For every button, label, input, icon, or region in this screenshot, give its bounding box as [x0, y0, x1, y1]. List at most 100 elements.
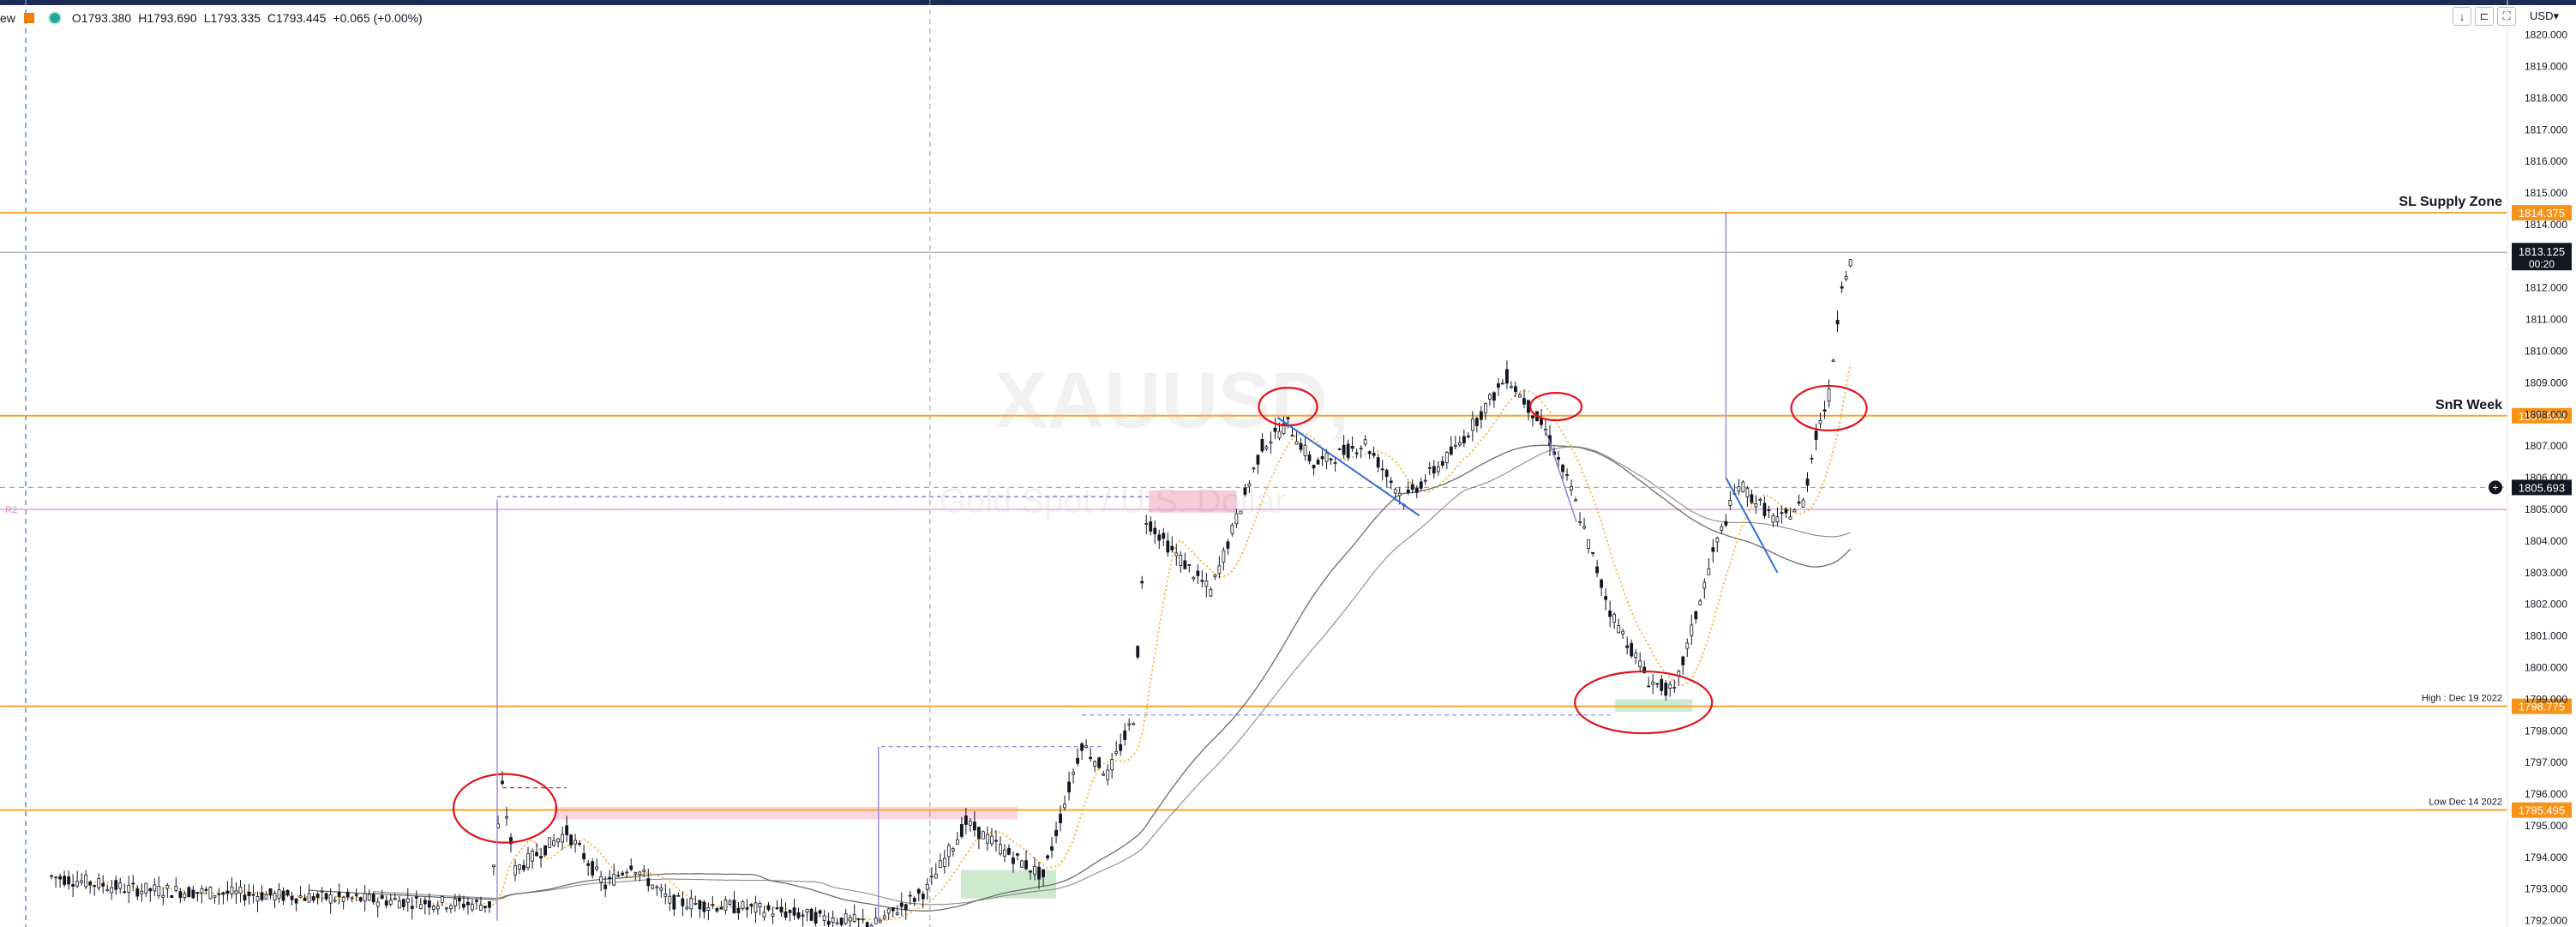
plus-icon: + [2492, 481, 2498, 493]
candle-body [1149, 521, 1153, 532]
candle-body [1239, 510, 1243, 515]
candle-body [895, 912, 899, 915]
candle-body [1393, 489, 1397, 494]
y-tick-label: 1804.000 [2525, 535, 2567, 547]
candle-body [1320, 456, 1324, 460]
candle-body [1565, 473, 1569, 476]
candle-body [1600, 579, 1604, 588]
candle-body [1694, 611, 1698, 620]
candle-body [384, 900, 388, 906]
candle-body [427, 900, 431, 908]
candle-body [1501, 382, 1504, 385]
candle-body [1827, 388, 1831, 402]
level-price-tag [2512, 205, 2572, 221]
y-tick-label: 1803.000 [2525, 567, 2567, 579]
scroll-down-icon[interactable]: ↓ [2453, 7, 2472, 26]
candle-body [457, 897, 461, 902]
candle-body [431, 906, 435, 910]
moving-averages-layer [86, 363, 1852, 922]
candle-body [93, 885, 97, 888]
candle-body [1097, 757, 1102, 768]
candle-body [1595, 566, 1599, 574]
candle-body [435, 906, 440, 910]
collapse-icon[interactable]: ⊏ [2475, 7, 2495, 26]
candle-body [1054, 829, 1058, 837]
candle-body [208, 887, 213, 900]
candle-body [1226, 541, 1230, 549]
candle-body [1252, 467, 1256, 470]
candle-body [972, 822, 976, 831]
fullscreen-icon[interactable]: ⛶ [2497, 7, 2517, 26]
annotation-circle [1790, 384, 1868, 432]
candle-body [483, 906, 487, 908]
candle-body [1634, 653, 1638, 658]
candle-body [341, 896, 345, 902]
y-tick-label: 1798.000 [2525, 725, 2567, 737]
candle-body [1342, 444, 1346, 455]
candle-body [213, 894, 217, 898]
candle-body [105, 888, 110, 892]
candle-body [1720, 526, 1724, 531]
y-tick-label: 1792.000 [2525, 915, 2567, 927]
candle-body [410, 906, 414, 909]
candle-body [161, 894, 165, 898]
candle-body [1384, 469, 1389, 478]
candle-body [762, 912, 766, 918]
candle-body [1514, 386, 1517, 393]
moving-average-fast [86, 363, 1852, 922]
y-tick-label: 1814.000 [2525, 219, 2567, 231]
candle-body [1711, 547, 1715, 552]
candle-body [255, 896, 260, 902]
candle-body [1273, 427, 1277, 432]
candle-body [397, 900, 401, 909]
candle-body [586, 863, 591, 866]
candle-body [285, 889, 290, 896]
candle-body [1479, 411, 1483, 420]
candle-body [1110, 759, 1114, 771]
zones-layer [554, 490, 1693, 899]
candle-body [659, 888, 664, 891]
add-alert-icon[interactable] [2489, 480, 2502, 495]
y-tick-label: 1809.000 [2525, 376, 2567, 388]
y-tick-label: 1811.000 [2525, 314, 2567, 326]
flag-icon[interactable] [23, 13, 34, 23]
candle-body [934, 873, 938, 879]
candle-body [84, 875, 88, 888]
candle-body [488, 901, 491, 908]
candle-body [1093, 761, 1097, 767]
candle-body [1690, 624, 1694, 636]
candle-body [204, 888, 208, 891]
candle-body [1072, 772, 1075, 775]
candle-body [1570, 486, 1573, 491]
candle-body [1303, 444, 1307, 456]
candle-body [1012, 857, 1015, 864]
candle-body [320, 890, 324, 893]
candle-body [466, 901, 470, 906]
y-tick-label: 1800.000 [2525, 661, 2567, 673]
candle-body [625, 871, 629, 874]
candle-body [629, 865, 633, 870]
candle-body [1286, 417, 1290, 419]
watermark-layer: XAUUSD, Gold Spot / U.S. Dollar [940, 357, 1349, 521]
candle-body [1621, 630, 1625, 635]
candle-body [80, 880, 84, 883]
candle-body [1642, 666, 1647, 673]
crosshair-price-value: 1805.693 [2519, 481, 2565, 494]
candle-body [539, 856, 543, 858]
candle-body [153, 884, 157, 892]
candle-body [1084, 745, 1089, 748]
level-price-tag [2512, 802, 2572, 818]
candle-body [1277, 430, 1282, 439]
candle-body [1784, 509, 1788, 514]
level-label: SL Supply Zone [2399, 195, 2502, 209]
candle-body [1234, 513, 1239, 525]
candle-body [715, 908, 719, 912]
currency-select[interactable]: USD▾ [2530, 9, 2559, 23]
candle-body [642, 870, 646, 872]
candle-body [63, 876, 67, 885]
candle-body [1497, 383, 1500, 388]
candle-body [1333, 461, 1337, 464]
candle-body [423, 900, 427, 905]
candle-body [1617, 625, 1621, 634]
